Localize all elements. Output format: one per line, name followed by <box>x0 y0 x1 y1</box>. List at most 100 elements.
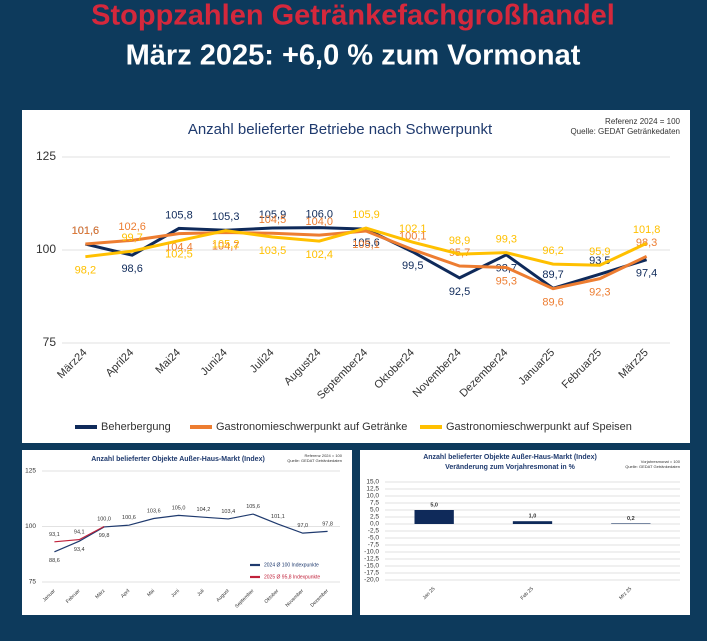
bar <box>414 510 454 524</box>
y-tick-label: -5,0 <box>368 535 380 542</box>
data-label: 92,5 <box>449 286 470 298</box>
legend-label: Gastronomieschwerpunkt auf Speisen <box>446 421 632 433</box>
data-label: 104,2 <box>197 507 211 513</box>
data-label: 97,8 <box>322 521 333 527</box>
data-label: 105,6 <box>246 504 260 510</box>
y-tick-label: 5,0 <box>370 507 379 514</box>
data-label: 101,6 <box>72 225 100 237</box>
bar <box>611 523 651 524</box>
data-label: 0,2 <box>627 516 635 522</box>
data-label: 104,4 <box>165 242 193 254</box>
data-label: 104,0 <box>305 216 333 228</box>
y-tick-label: 75 <box>29 579 37 586</box>
data-label: 105,9 <box>352 209 380 221</box>
y-tick-label: -12,5 <box>364 556 379 563</box>
y-tick-label: 7,5 <box>370 500 379 507</box>
data-label: 99,7 <box>121 232 142 244</box>
data-label: 101,1 <box>271 514 285 520</box>
note: Quelle: GEDAT Getränkedaten <box>287 458 342 463</box>
data-label: 98,9 <box>449 235 470 247</box>
data-label: 103,4 <box>221 509 235 515</box>
legend-label: Gastronomieschwerpunkt auf Getränke <box>216 421 407 433</box>
data-label: 104,5 <box>259 214 287 226</box>
data-label: 88,6 <box>49 558 60 564</box>
data-label: 89,7 <box>542 269 563 281</box>
data-label: 95,3 <box>496 275 517 287</box>
data-label: 105,8 <box>165 209 193 221</box>
data-label: 98,2 <box>75 265 96 277</box>
y-tick-label: 100 <box>25 523 36 530</box>
data-label: 105,3 <box>212 211 240 223</box>
series-line <box>85 229 648 291</box>
chart-title: Anzahl belieferter Betriebe nach Schwerp… <box>188 121 493 138</box>
series-line <box>54 525 105 543</box>
note: Referenz 2024 = 100 <box>305 453 343 458</box>
legend-label: 2025 Ø 95,8 Indexpunkte <box>264 574 320 580</box>
data-label: 93,1 <box>49 532 60 538</box>
header-subtitle: März 2025: +6,0 % zum Vormonat <box>126 40 581 72</box>
data-label: 104,7 <box>212 240 240 252</box>
data-label: 103,6 <box>147 508 161 514</box>
y-tick-label: 125 <box>25 468 36 475</box>
y-tick-label: 12,5 <box>366 486 379 493</box>
data-label: 105,2 <box>212 239 240 251</box>
note: Quelle: GEDAT Getränkedaten <box>625 464 680 469</box>
y-tick-label: -7,5 <box>368 542 380 549</box>
data-label: 92,3 <box>589 287 610 299</box>
data-label: 97,0 <box>297 523 308 529</box>
header-title: Stoppzahlen Getränkefachgroßhandel <box>91 0 615 32</box>
chart-title: Anzahl belieferter Objekte Außer-Haus-Ma… <box>423 454 597 461</box>
y-tick-label: -15,0 <box>364 563 379 570</box>
data-label: 101,8 <box>633 224 661 236</box>
data-label: 105,1 <box>352 239 380 251</box>
data-label: 94,1 <box>74 530 85 536</box>
data-label: 105,6 <box>352 237 380 249</box>
y-tick-label: 0,0 <box>370 521 379 528</box>
panel <box>22 110 690 443</box>
y-tick-label: -2,5 <box>368 528 380 535</box>
y-tick-label: 100 <box>36 242 56 256</box>
data-label: 98,6 <box>121 263 142 275</box>
panel <box>22 450 352 615</box>
data-label: 105,0 <box>172 505 186 511</box>
data-label: 99,5 <box>402 260 423 272</box>
panel <box>360 450 690 615</box>
y-tick-label: 125 <box>36 149 56 163</box>
data-label: 5,0 <box>430 502 438 508</box>
y-tick-label: 10,0 <box>366 493 379 500</box>
legend-label: 2024 Ø 100 Indexpunkte <box>264 562 319 568</box>
bar <box>512 521 553 524</box>
data-label: 100,6 <box>122 515 136 521</box>
y-tick-label: 75 <box>43 335 57 349</box>
data-label: 1,0 <box>529 514 537 520</box>
series-line <box>85 226 648 267</box>
data-label: 102,4 <box>305 249 333 261</box>
y-tick-label: -20,0 <box>364 577 379 584</box>
y-tick-label: -10,0 <box>364 549 379 556</box>
x-tick-label: April <box>120 588 131 599</box>
data-label: 100,0 <box>97 516 111 522</box>
note: Quelle: GEDAT Getränkedaten <box>570 127 680 136</box>
data-label: 101,6 <box>72 225 100 237</box>
data-label: 102,5 <box>165 249 193 261</box>
data-label: 106,0 <box>305 209 333 221</box>
data-label: 96,2 <box>542 245 563 257</box>
data-label: 105,9 <box>259 209 287 221</box>
y-tick-label: 15,0 <box>366 479 379 486</box>
data-label: 99,3 <box>496 234 517 246</box>
note: Referenz 2024 = 100 <box>605 117 680 126</box>
y-tick-label: -17,5 <box>364 570 379 577</box>
chart-subtitle: Veränderung zum Vorjahresmonat in % <box>445 464 576 471</box>
data-label: 102,6 <box>118 221 146 233</box>
data-label: 95,9 <box>589 246 610 258</box>
data-label: 103,5 <box>259 245 287 257</box>
x-tick-label: Mai <box>146 588 156 598</box>
data-label: 102,1 <box>399 223 427 235</box>
data-label: 89,6 <box>542 297 563 309</box>
data-label: 99,8 <box>99 533 110 539</box>
legend-label: Beherbergung <box>101 421 171 433</box>
chart-title: Anzahl belieferter Objekte Außer-Haus-Ma… <box>91 456 265 463</box>
x-tick-label: Juni <box>170 588 181 599</box>
data-label: 93,4 <box>74 547 85 553</box>
